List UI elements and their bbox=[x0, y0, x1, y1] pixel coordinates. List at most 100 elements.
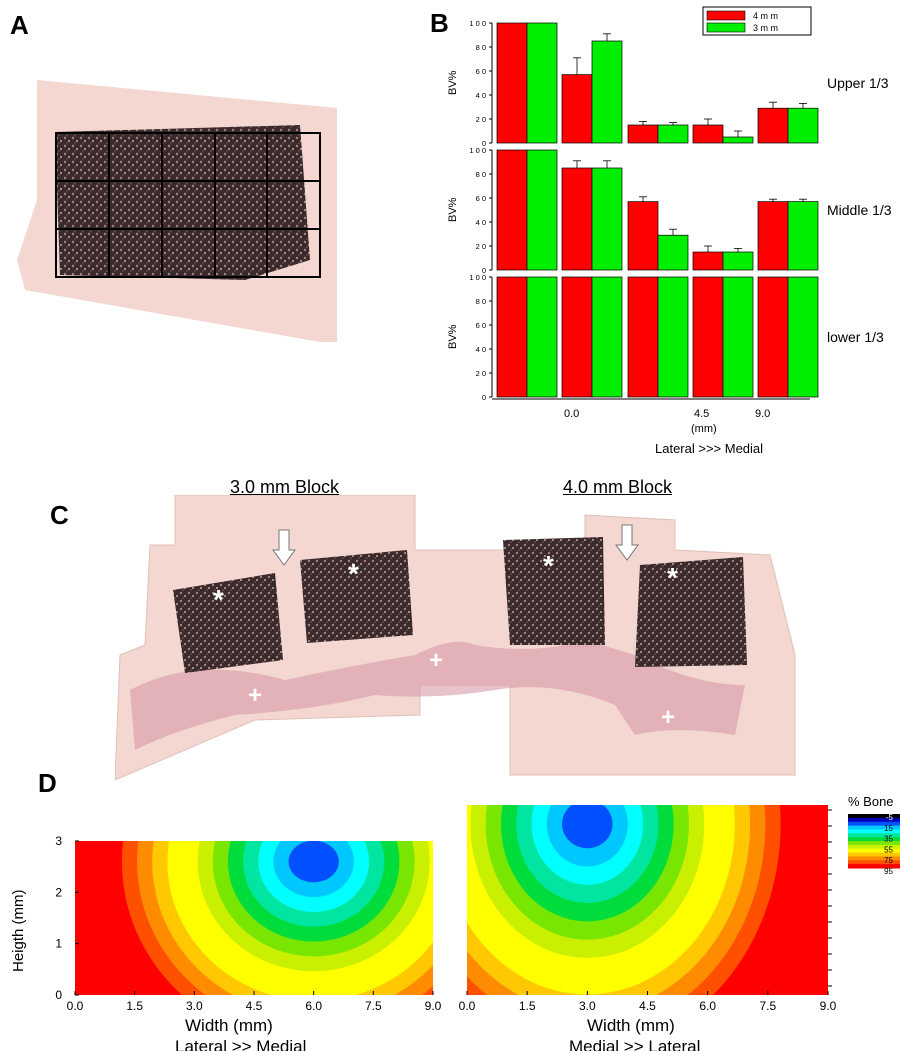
x-tick-label: 3.0 bbox=[186, 999, 203, 1013]
panel-c-histology-image: * * * * + + + bbox=[115, 495, 796, 781]
x-tick-label: 1.5 bbox=[126, 999, 143, 1013]
panel-a-histology-image bbox=[17, 80, 337, 342]
y-tick-label: 1 0 0 bbox=[469, 146, 486, 155]
down-arrow-icon bbox=[615, 524, 639, 561]
y-tick-label: 4 0 bbox=[476, 345, 486, 354]
bar-chart-upper: 0 2 0 4 0 6 0 8 0 1 0 0 BV% Upper 1/3 bbox=[447, 19, 889, 148]
colorbar-tick-label: 95 bbox=[884, 867, 893, 876]
colorbar-swatch bbox=[848, 833, 900, 838]
legend: 4 m m 3 m m bbox=[702, 6, 812, 36]
colorbar-swatch bbox=[848, 837, 900, 842]
x-axis-title: Lateral >>> Medial bbox=[655, 441, 763, 456]
y-tick-label: 2 0 bbox=[476, 242, 486, 251]
bar bbox=[591, 167, 623, 271]
panel-letter-b: B bbox=[430, 8, 449, 38]
y-tick-label: 1 bbox=[55, 937, 62, 951]
y-tick-label: 6 0 bbox=[476, 194, 486, 203]
row-label: lower 1/3 bbox=[827, 329, 884, 345]
plus-marker: + bbox=[248, 682, 262, 709]
x-tick-label: 9.0 bbox=[425, 999, 442, 1013]
panel-letter-c: C bbox=[50, 500, 69, 530]
colorbar-tick-label: -5 bbox=[886, 813, 894, 822]
y-tick-label: 1 0 0 bbox=[469, 273, 486, 282]
y-tick-label: 2 0 bbox=[476, 369, 486, 378]
analysis-grid bbox=[55, 132, 321, 278]
y-tick-label: 0 bbox=[55, 988, 62, 1002]
colorbar-tick-label: 15 bbox=[884, 824, 893, 833]
asterisk-marker: * bbox=[348, 558, 359, 589]
plus-marker: + bbox=[429, 647, 443, 674]
legend-label-3mm: 3 m m bbox=[753, 23, 778, 33]
bone-tissue-band bbox=[130, 640, 745, 750]
colorbar-swatch bbox=[848, 844, 900, 850]
contour-map-left bbox=[75, 841, 433, 995]
x-tick-0-0: 0.0 bbox=[564, 408, 579, 420]
y-axis-title: BV% bbox=[447, 197, 459, 222]
x-tick-label: 0.0 bbox=[67, 999, 84, 1013]
colorbar-swatch bbox=[848, 814, 900, 819]
x-tick-label: 7.5 bbox=[365, 999, 382, 1013]
bar-chart-middle: 0 2 0 4 0 6 0 8 0 1 0 0 BV% Middle 1/3 bbox=[447, 146, 892, 275]
y-tick-label: 0 bbox=[482, 139, 486, 148]
y-tick-label: 3 bbox=[55, 834, 62, 848]
x-tick-label: 6.0 bbox=[699, 999, 716, 1013]
bar bbox=[692, 251, 724, 271]
x-tick-label: 1.5 bbox=[519, 999, 536, 1013]
legend-label-4mm: 4 m m bbox=[753, 11, 778, 21]
bar bbox=[496, 149, 528, 271]
block-3mm-right bbox=[300, 550, 413, 643]
y-tick-label: 8 0 bbox=[476, 297, 486, 306]
label-3mm-block: 3.0 mm Block bbox=[230, 477, 340, 497]
colorbar-swatch bbox=[848, 852, 900, 857]
asterisk-marker: * bbox=[213, 584, 224, 615]
right-x-axis-subtitle: Medial >> Lateral bbox=[569, 1037, 700, 1051]
y-tick-label: 2 bbox=[55, 885, 62, 899]
y-tick-label: 6 0 bbox=[476, 321, 486, 330]
x-tick-9-0: 9.0 bbox=[755, 408, 770, 420]
x-tick-label: 7.5 bbox=[759, 999, 776, 1013]
asterisk-marker: * bbox=[543, 550, 554, 581]
colorbar-swatch bbox=[848, 841, 900, 846]
bar bbox=[657, 276, 689, 398]
block-4mm-right bbox=[635, 557, 747, 667]
y-tick-label: 2 0 bbox=[476, 115, 486, 124]
panel-b-bar-charts: 4 m m 3 m m 0 2 0 4 0 6 0 8 0 1 0 0 BV% Upper 1… bbox=[447, 6, 892, 456]
bar bbox=[757, 201, 789, 271]
bar bbox=[722, 276, 754, 398]
colorbar-swatch bbox=[848, 817, 900, 823]
colorbar-swatch bbox=[848, 821, 900, 827]
colorbar-title: % Bone bbox=[848, 794, 894, 809]
bar bbox=[692, 124, 724, 144]
colorbar-swatches bbox=[848, 814, 900, 869]
y-tick-label: 8 0 bbox=[476, 170, 486, 179]
bar bbox=[496, 22, 528, 144]
scaffold-block bbox=[55, 125, 310, 280]
y-axis-title: BV% bbox=[447, 70, 459, 95]
bar bbox=[722, 136, 754, 144]
down-arrow-icon bbox=[272, 529, 296, 566]
y-tick-label: 4 0 bbox=[476, 218, 486, 227]
colorbar-swatch bbox=[848, 829, 900, 834]
left-x-axis-subtitle: Lateral >> Medial bbox=[175, 1037, 306, 1051]
bar bbox=[787, 276, 819, 398]
y-tick-label: 6 0 bbox=[476, 67, 486, 76]
bar bbox=[757, 107, 789, 144]
bar bbox=[787, 201, 819, 271]
y-tick-label: 1 0 0 bbox=[469, 19, 486, 28]
y-axis-title: BV% bbox=[447, 324, 459, 349]
colorbar-swatch bbox=[848, 848, 900, 854]
legend-swatch-4mm bbox=[706, 10, 746, 21]
plus-marker: + bbox=[661, 704, 675, 731]
bar bbox=[692, 276, 724, 398]
x-tick-label: 3.0 bbox=[579, 999, 596, 1013]
label-4mm-block: 4.0 mm Block bbox=[563, 477, 673, 497]
left-x-axis-title: Width (mm) bbox=[185, 1016, 273, 1035]
bar bbox=[591, 40, 623, 144]
contour-map-right bbox=[467, 805, 828, 995]
row-label: Middle 1/3 bbox=[827, 202, 892, 218]
bar bbox=[757, 276, 789, 398]
colorbar-swatch bbox=[848, 825, 900, 830]
legend-swatch-3mm bbox=[706, 22, 746, 33]
bar-chart-lower: 0 2 0 4 0 6 0 8 0 1 0 0 BV% lower 1/3 bbox=[447, 273, 884, 402]
x-tick-4-5: 4.5 bbox=[694, 408, 709, 420]
